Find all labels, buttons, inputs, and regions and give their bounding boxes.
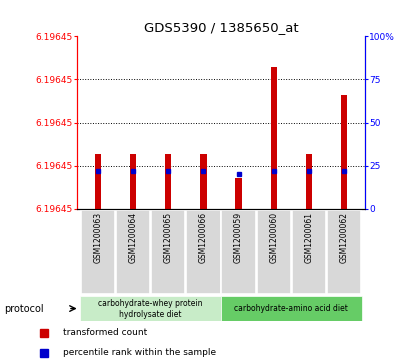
Bar	[200, 154, 207, 209]
Text: GSM1200063: GSM1200063	[93, 212, 103, 263]
Bar	[130, 154, 136, 209]
FancyBboxPatch shape	[81, 211, 115, 294]
Bar	[95, 154, 101, 209]
Bar	[165, 154, 171, 209]
FancyBboxPatch shape	[292, 211, 326, 294]
Text: carbohydrate-whey protein
hydrolysate diet: carbohydrate-whey protein hydrolysate di…	[98, 298, 203, 319]
Text: GSM1200066: GSM1200066	[199, 212, 208, 263]
Text: GSM1200059: GSM1200059	[234, 212, 243, 263]
Text: GSM1200065: GSM1200065	[164, 212, 173, 263]
Bar	[271, 67, 277, 209]
Bar	[341, 95, 347, 209]
FancyBboxPatch shape	[151, 211, 186, 294]
Bar	[306, 154, 312, 209]
FancyBboxPatch shape	[116, 211, 150, 294]
FancyBboxPatch shape	[221, 296, 362, 321]
Text: GSM1200061: GSM1200061	[305, 212, 313, 263]
Text: carbohydrate-amino acid diet: carbohydrate-amino acid diet	[234, 304, 348, 313]
Text: GSM1200060: GSM1200060	[269, 212, 278, 263]
Bar	[235, 178, 242, 209]
FancyBboxPatch shape	[221, 211, 256, 294]
FancyBboxPatch shape	[186, 211, 221, 294]
Text: percentile rank within the sample: percentile rank within the sample	[63, 348, 216, 357]
Text: GSM1200062: GSM1200062	[339, 212, 349, 263]
Title: GDS5390 / 1385650_at: GDS5390 / 1385650_at	[144, 21, 298, 34]
FancyBboxPatch shape	[327, 211, 361, 294]
FancyBboxPatch shape	[256, 211, 291, 294]
FancyBboxPatch shape	[80, 296, 221, 321]
Text: protocol: protocol	[4, 303, 44, 314]
Text: transformed count: transformed count	[63, 329, 147, 338]
Text: GSM1200064: GSM1200064	[129, 212, 137, 263]
